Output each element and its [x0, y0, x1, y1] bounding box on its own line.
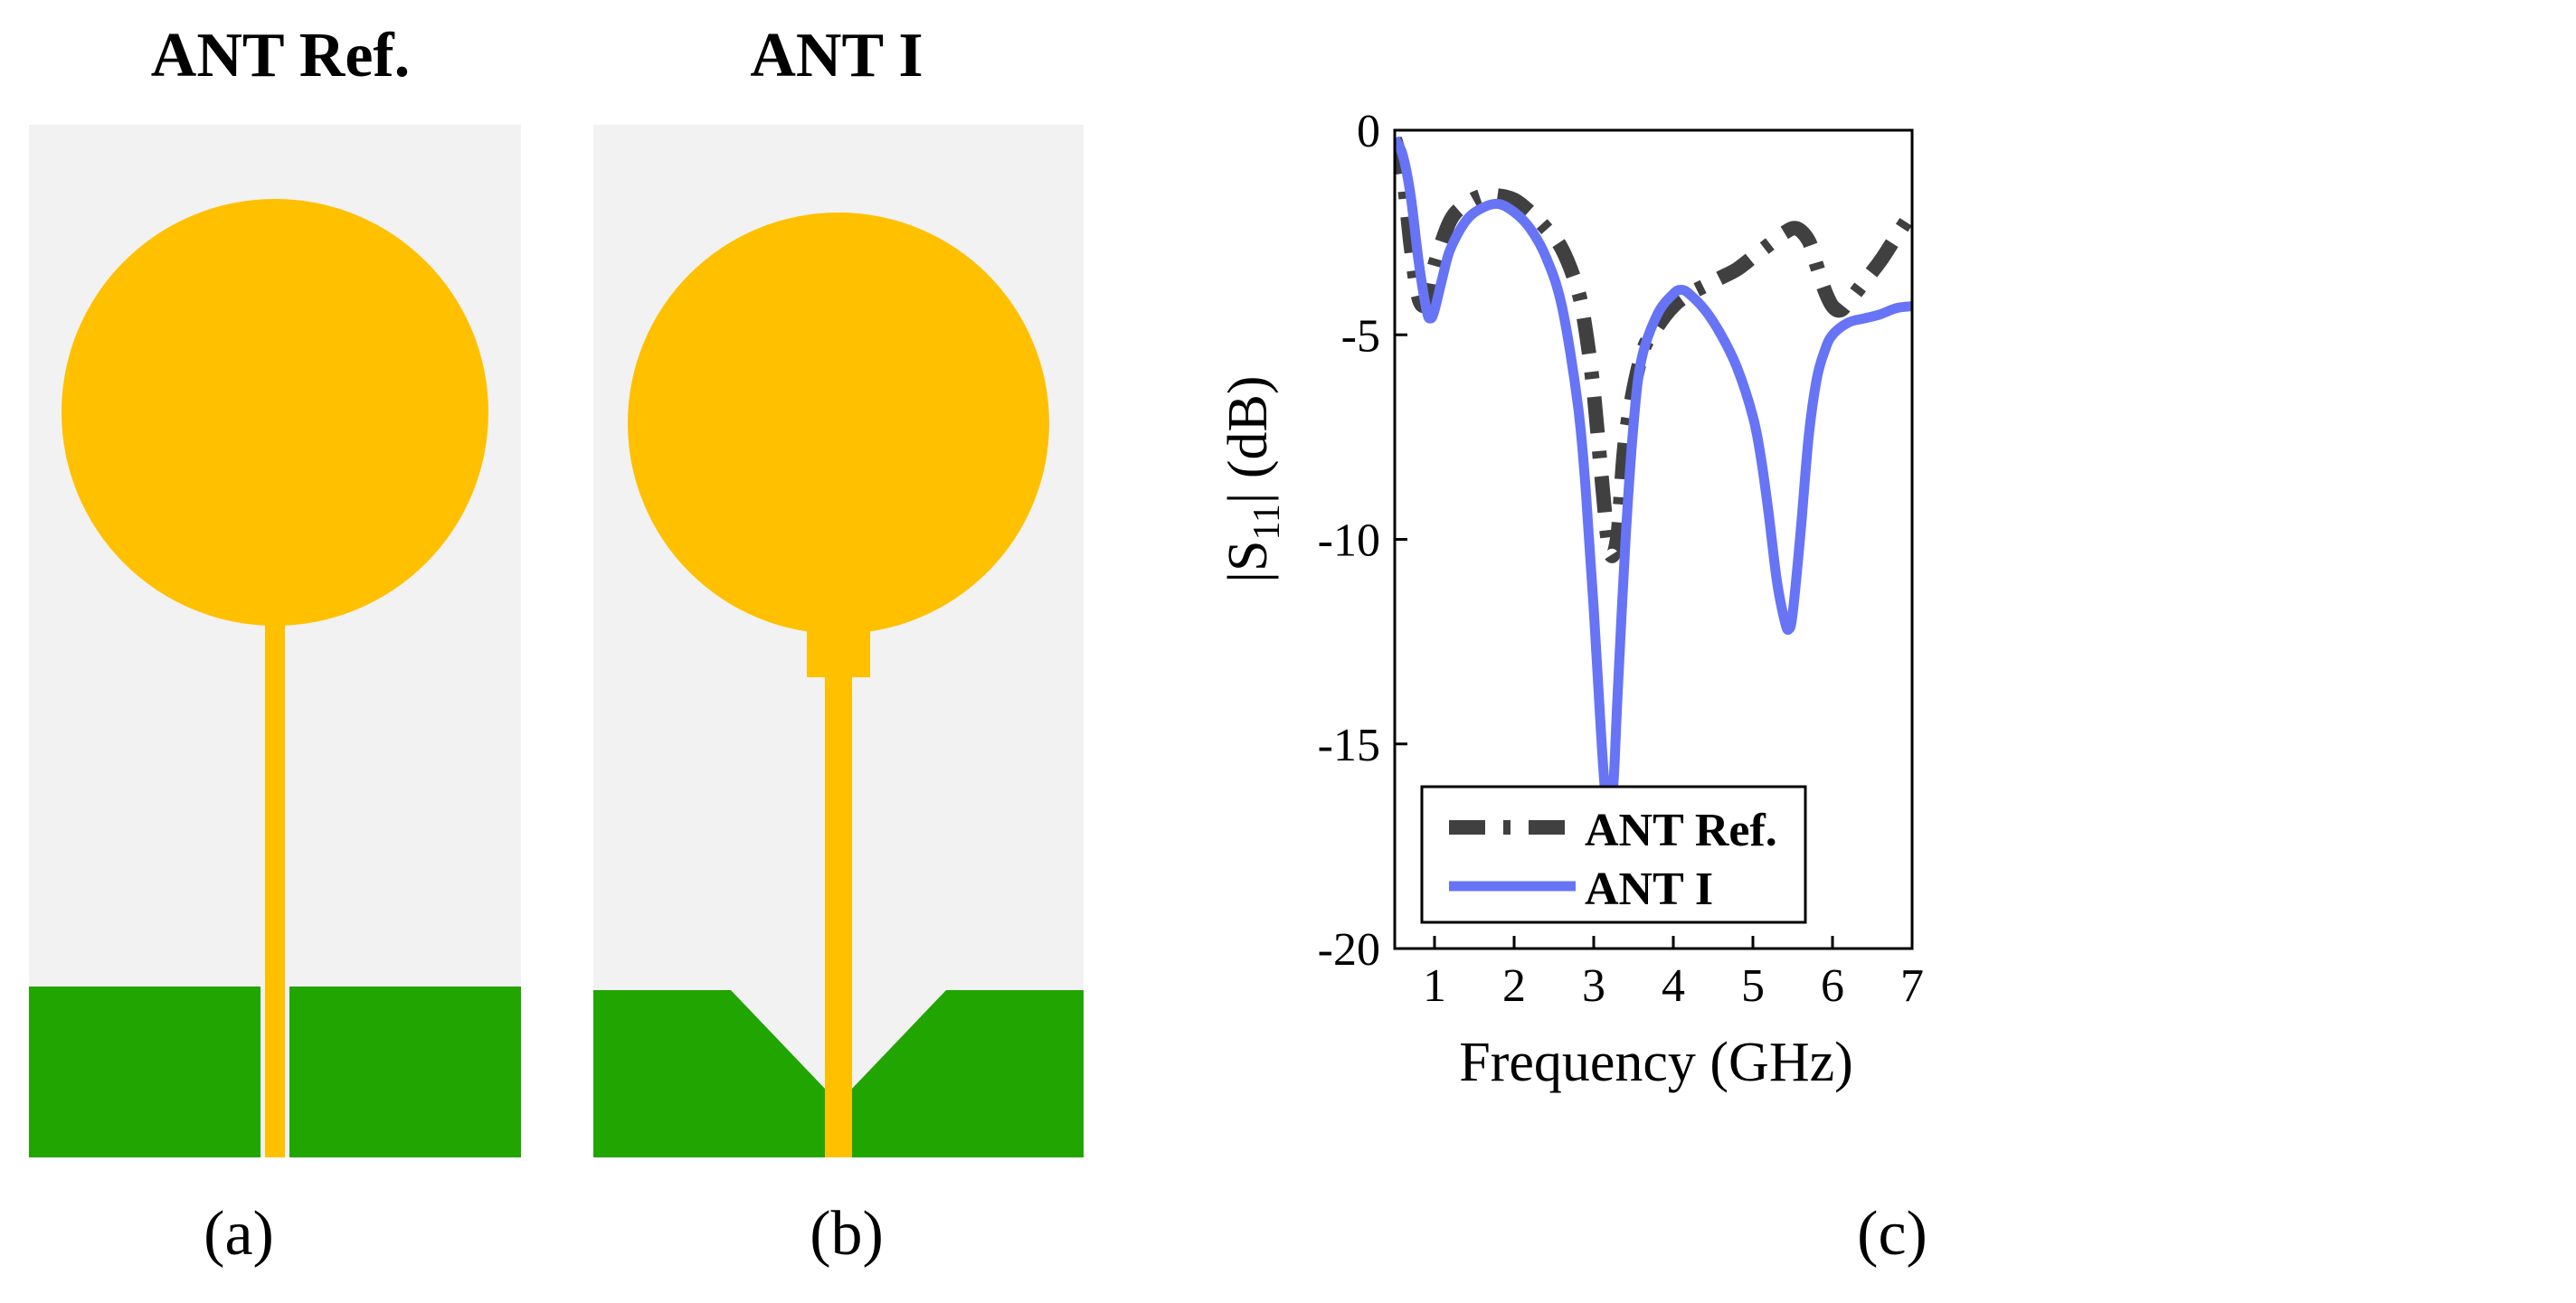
y-tick-label: -20 [1318, 924, 1380, 976]
x-tick-label: 6 [1821, 960, 1844, 1012]
antenna-ref-drawing [29, 125, 521, 1157]
x-tick-label: 7 [1900, 960, 1924, 1012]
y-tick-label: -10 [1318, 515, 1380, 567]
y-tick-label: -15 [1318, 720, 1380, 771]
s11-chart: 1 2 3 4 5 6 7 0 -5 -10 -15 -20 |S11| (dB) Frequency… [1217, 106, 1924, 1093]
x-tick-label: 2 [1502, 960, 1526, 1012]
y-tick-label: 0 [1357, 106, 1380, 157]
legend-label-ant-i: ANT I [1585, 864, 1713, 915]
panel-c-caption: (c) [1857, 1199, 1927, 1269]
panel-a-caption: (a) [204, 1199, 274, 1269]
series-line-ant-ref [1395, 136, 1912, 563]
x-axis-label: Frequency (GHz) [1459, 1032, 1853, 1093]
y-tick-label: -5 [1341, 310, 1380, 362]
panel-b-caption: (b) [810, 1199, 884, 1269]
feed-line-ref [265, 613, 285, 1157]
panel-a-title: ANT Ref. [150, 21, 411, 90]
x-tick-label: 5 [1741, 960, 1765, 1012]
feed-line-ant1 [825, 667, 852, 1157]
legend-box [1420, 785, 1807, 924]
x-tick-label: 3 [1582, 960, 1605, 1012]
matching-stub-ant1 [807, 628, 870, 677]
y-axis-label: |S11| (dB) [1217, 376, 1288, 583]
ground-plane-ant1 [593, 990, 1084, 1157]
series-line-ant-i [1395, 136, 1912, 824]
x-tick-label: 4 [1662, 960, 1685, 1012]
x-tick-label: 1 [1423, 960, 1446, 1012]
antenna-i-drawing [593, 125, 1084, 1157]
panel-b-title: ANT I [750, 21, 923, 90]
legend-label-ant-ref: ANT Ref. [1585, 805, 1777, 856]
radiating-patch-ant1 [628, 212, 1049, 634]
legend: ANT Ref. ANT I [1420, 785, 1807, 924]
radiating-patch-ref [62, 199, 488, 626]
